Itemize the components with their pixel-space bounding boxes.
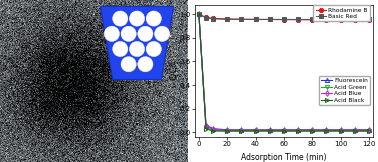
Circle shape [129,41,145,57]
Circle shape [104,26,119,41]
Y-axis label: C/C₀: C/C₀ [169,62,178,80]
Circle shape [129,11,145,26]
X-axis label: Adsorption Time (min): Adsorption Time (min) [241,153,327,162]
Circle shape [138,57,153,72]
Circle shape [146,41,161,57]
Circle shape [113,11,128,26]
Circle shape [138,26,153,41]
Circle shape [121,26,136,41]
Circle shape [121,57,136,72]
Legend: Fluorescein, Acid Green, Acid Blue, Acid Black: Fluorescein, Acid Green, Acid Blue, Acid… [319,76,370,105]
Polygon shape [101,6,174,80]
Circle shape [113,41,128,57]
Circle shape [146,11,161,26]
Circle shape [155,26,170,41]
